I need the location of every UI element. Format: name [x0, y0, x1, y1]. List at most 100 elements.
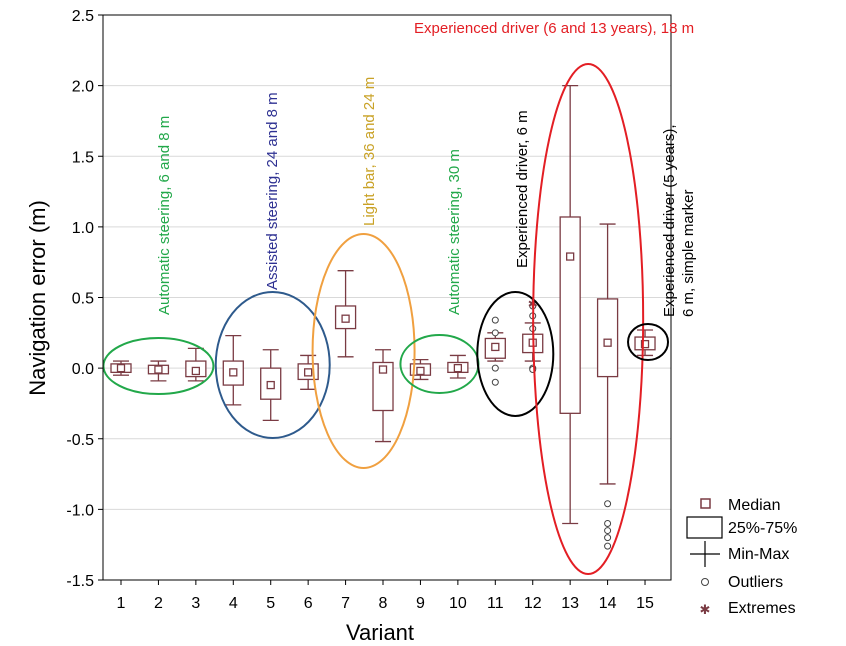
annotation-line-1: Experienced driver (5 years), [661, 124, 678, 317]
x-tick-label: 3 [191, 595, 200, 612]
y-axis-title: Navigation error (m) [25, 200, 50, 396]
annotation-experienced-driver-18: Experienced driver (6 and 13 years), 18 … [414, 20, 694, 37]
outlier-point [604, 542, 612, 550]
iqr-box [147, 364, 170, 375]
box-variant-14 [596, 223, 619, 550]
y-tick-label: -1.5 [66, 573, 94, 590]
median-marker [266, 380, 275, 390]
annotation-ellipse-6 [532, 63, 645, 575]
iqr-box [185, 360, 207, 378]
x-tick-label: 9 [416, 595, 425, 612]
x-tick-label: 6 [304, 595, 313, 612]
x-tick-label: 5 [266, 595, 275, 612]
annotation-line-2: 6 m, simple marker [680, 189, 697, 317]
annotation-automatic-steering-6-8: Automatic steering, 6 and 8 m [156, 116, 173, 315]
x-tick-label: 15 [636, 595, 654, 612]
legend-extreme-symbol: ✱ [700, 602, 711, 617]
annotation-ellipse-5 [476, 291, 555, 417]
x-tick-label: 12 [524, 595, 542, 612]
y-tick-label: -0.5 [66, 432, 94, 449]
annotation-experienced-driver-simple-marker: Experienced driver (5 years), 6 m, simpl… [661, 120, 697, 317]
iqr-box [260, 367, 282, 400]
box-variant-13 [559, 84, 581, 525]
iqr-box [222, 360, 244, 386]
annotation-ellipse-2 [214, 291, 331, 439]
box-variant-3 [185, 347, 207, 382]
outlier-point [491, 378, 499, 386]
x-tick-label: 10 [449, 595, 467, 612]
outlier-point [604, 527, 612, 535]
iqr-box [447, 361, 469, 374]
outlier-point [604, 534, 612, 542]
legend-minmax-label: Min-Max [728, 546, 789, 563]
median-marker [416, 366, 425, 376]
x-tick-label: 1 [117, 595, 126, 612]
median-marker [229, 368, 238, 377]
median-marker [491, 342, 500, 352]
y-tick-label: -1.0 [66, 502, 94, 519]
legend-median-label: Median [728, 497, 780, 514]
y-tick-label: 2.5 [72, 8, 94, 25]
grid-lines [103, 85, 671, 510]
outlier-point [604, 520, 612, 527]
outlier-point [491, 329, 499, 337]
legend-median-symbol [700, 498, 711, 509]
median-marker [566, 252, 575, 261]
iqr-box [634, 336, 656, 351]
boxes: ✱ [110, 84, 656, 550]
box-variant-2 [147, 360, 170, 382]
box-variant-10 [447, 354, 469, 379]
x-tick-label: 13 [561, 595, 579, 612]
annotation-automatic-steering-30: Automatic steering, 30 m [446, 149, 463, 315]
median-marker [154, 365, 163, 374]
box-variant-15 [634, 329, 656, 357]
legend-box-symbol [686, 516, 723, 539]
box-variant-8 [372, 349, 394, 443]
annotation-ellipses [102, 63, 670, 575]
box-variant-11 [484, 316, 506, 386]
annotation-ellipse-3 [311, 233, 416, 469]
median-marker [303, 368, 313, 377]
iqr-box [484, 337, 506, 359]
box-variant-4 [222, 334, 244, 406]
iqr-box [596, 298, 619, 378]
x-axis-ticks: 1 2 3 4 5 6 7 8 9 10 11 12 13 14 15 [117, 580, 654, 612]
annotation-assisted-steering: Assisted steering, 24 and 8 m [264, 92, 281, 290]
x-tick-label: 8 [379, 595, 388, 612]
x-tick-label: 11 [487, 595, 504, 612]
y-axis-ticks: -1.5 -1.0 -0.5 0.0 0.5 1.0 1.5 2.0 2.5 [66, 8, 103, 590]
legend-whisker-symbol [690, 541, 720, 567]
median-marker [191, 366, 201, 376]
iqr-box [409, 363, 432, 376]
box-variant-7 [334, 270, 357, 358]
y-tick-label: 2.0 [72, 79, 94, 96]
y-tick-label: 1.0 [72, 220, 94, 237]
median-marker [640, 339, 650, 349]
annotation-ellipse-7 [627, 323, 670, 361]
x-tick-label: 2 [154, 595, 163, 612]
median-marker [378, 365, 388, 374]
median-marker [116, 363, 126, 373]
iqr-box [110, 363, 132, 374]
iqr-box [297, 363, 319, 381]
legend-extremes-label: Extremes [728, 600, 796, 617]
median-marker [341, 314, 350, 323]
y-tick-label: 0.0 [72, 361, 94, 378]
legend: Median 25%-75% Min-Max Outliers ✱ Extrem… [686, 497, 797, 617]
legend-outliers-label: Outliers [728, 574, 783, 591]
median-marker [453, 363, 463, 373]
outlier-point [491, 364, 499, 372]
box-variant-1 [110, 360, 132, 376]
iqr-box [372, 361, 394, 412]
annotation-light-bar: Light bar, 36 and 24 m [361, 77, 378, 226]
outlier-point [604, 500, 612, 508]
y-tick-label: 1.5 [72, 149, 94, 166]
iqr-box [334, 305, 357, 330]
legend-outlier-symbol [701, 578, 709, 586]
x-tick-label: 14 [599, 595, 617, 612]
annotation-experienced-driver-6: Experienced driver, 6 m [514, 110, 531, 268]
box-variant-5 [260, 349, 282, 422]
x-tick-label: 4 [229, 595, 238, 612]
median-marker [603, 338, 612, 347]
